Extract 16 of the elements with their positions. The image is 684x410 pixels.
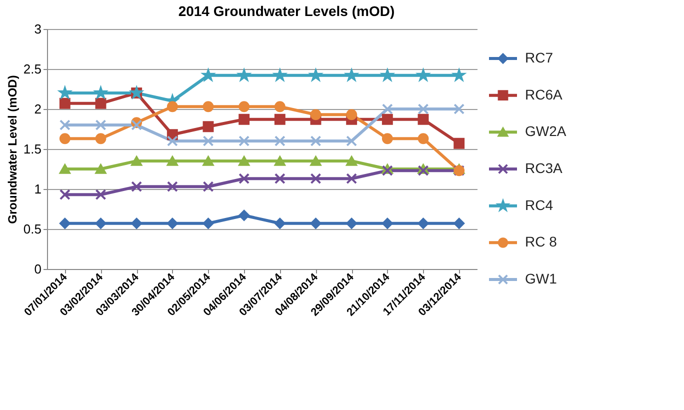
- y-axis-title: Groundwater Level (mOD): [5, 75, 20, 224]
- y-tick-label: 2.5: [23, 62, 42, 76]
- y-tick-label: 3: [34, 22, 42, 36]
- legend-label: RC3A: [525, 160, 564, 176]
- legend-label: GW1: [525, 270, 558, 287]
- y-tick-label: 0: [34, 262, 42, 276]
- y-tick-label: 1.5: [23, 142, 42, 156]
- legend-label: GW2A: [525, 123, 567, 140]
- y-tick-label: 0.5: [23, 222, 42, 236]
- legend-label: RC 8: [525, 234, 558, 250]
- legend-label: RC4: [525, 196, 554, 213]
- legend-label: RC6A: [525, 86, 564, 102]
- y-tick-label: 1: [34, 182, 42, 196]
- y-tick-label: 2: [34, 102, 42, 116]
- legend-label: RC7: [525, 49, 554, 66]
- chart-title: 2014 Groundwater Levels (mOD): [178, 3, 395, 19]
